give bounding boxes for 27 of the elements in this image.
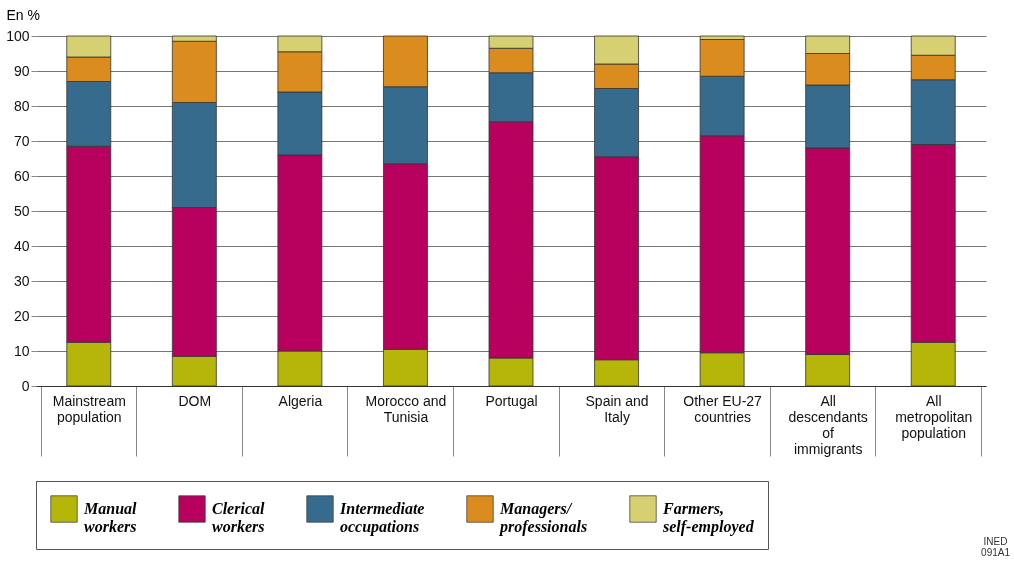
y-tick-label: 100 [6,27,30,44]
legend-label: Intermediate occupations [339,500,425,536]
legend-label: Managers/ professionals [498,500,588,536]
x-tick-label: DOM [178,392,212,409]
y-tick-label: 50 [13,202,30,219]
x-tick-label: Spain and Italy [585,392,649,425]
y-tick-label: 30 [13,272,30,289]
y-axis-title: En % [6,6,40,23]
x-tick-label: Algeria [278,392,323,409]
y-tick-label: 70 [13,132,30,149]
y-tick-label: 90 [13,62,30,79]
x-tick-label: Portugal [485,392,538,409]
text: INED 091A1 [981,536,1010,558]
y-tick-label: 40 [13,237,30,254]
legend-label: Farmers, self-employed [662,500,755,536]
x-tick-label: All metropolitan population [895,392,973,441]
x-tick-label: Other EU-27 countries [683,392,763,425]
x-tick-label: Morocco and Tunisia [365,392,447,425]
y-tick-label: 60 [13,167,30,184]
x-tick-label: Mainstream population [52,392,126,425]
y-tick-label: 80 [13,97,30,114]
legend-label: Manual workers [83,500,138,535]
x-tick-label: All descendants of immigrants [788,392,868,457]
y-tick-label: 0 [21,377,30,394]
y-tick-label: 20 [13,307,30,324]
y-tick-label: 10 [13,342,30,359]
legend-label: Clerical workers [212,500,265,535]
